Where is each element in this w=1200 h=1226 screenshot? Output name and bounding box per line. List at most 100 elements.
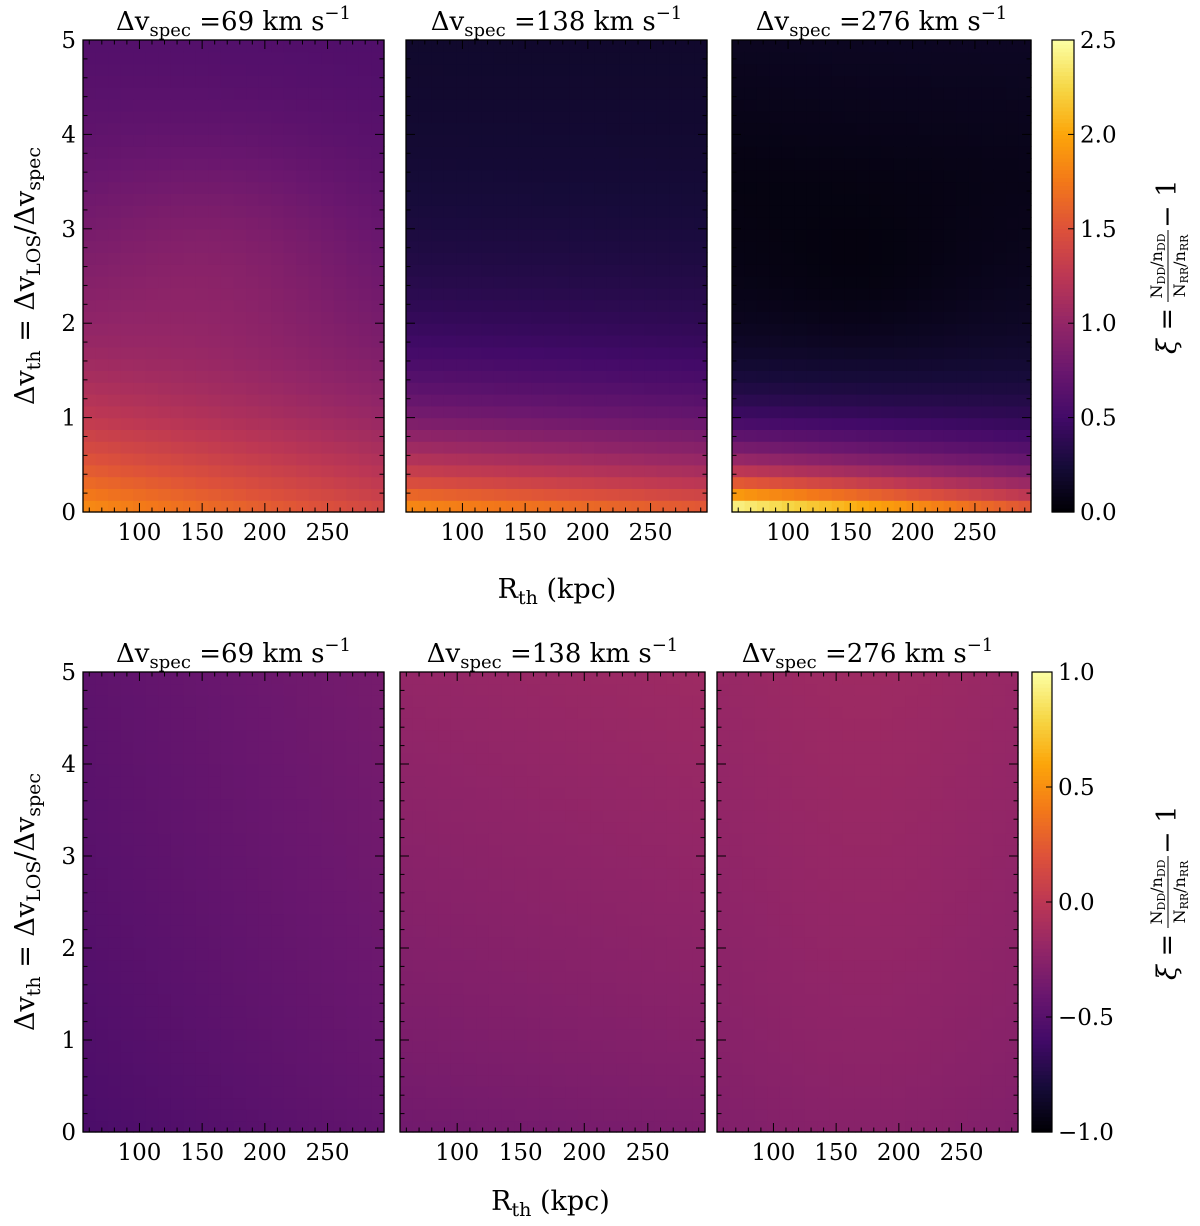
heatmap-cell	[271, 718, 285, 731]
heatmap-cell	[506, 429, 520, 442]
heatmap-cell	[450, 856, 465, 869]
heatmap-cell	[406, 51, 420, 65]
heatmap-cell	[258, 417, 272, 430]
heatmap-cell	[333, 1120, 347, 1133]
colorbar-step	[1052, 421, 1074, 427]
heatmap-cell	[539, 1086, 554, 1099]
heatmap-cell	[594, 252, 608, 265]
heatmap-cell	[400, 1028, 414, 1041]
heatmap-cell	[220, 122, 235, 135]
heatmap-cell	[594, 40, 608, 53]
heatmap-cell	[108, 51, 122, 65]
y-tick-label: 0	[61, 500, 76, 526]
heatmap-cell	[321, 810, 335, 823]
heatmap-cell	[1018, 134, 1032, 147]
heatmap-cell	[488, 1063, 503, 1076]
heatmap-cell	[539, 948, 554, 961]
heatmap-cell	[806, 110, 820, 124]
heatmap-cell	[493, 99, 507, 112]
heatmap-cell	[308, 169, 322, 183]
heatmap-cell	[656, 358, 670, 371]
colorbar-step	[1052, 327, 1074, 332]
heatmap-cell	[220, 441, 235, 454]
heatmap-cell	[158, 879, 172, 892]
heatmap-cell	[514, 718, 528, 731]
heatmap-cell	[732, 51, 746, 65]
heatmap-cell	[346, 1005, 360, 1018]
heatmap-cell	[443, 252, 457, 265]
heatmap-cell	[456, 488, 470, 501]
heatmap-cell	[145, 948, 159, 961]
heatmap-cell	[120, 683, 134, 696]
heatmap-cell	[271, 1074, 285, 1087]
heatmap-cell	[95, 1120, 109, 1133]
heatmap-cell	[145, 867, 159, 880]
heatmap-cell	[158, 264, 172, 277]
heatmap-cell	[619, 394, 633, 407]
heatmap-cell	[158, 110, 172, 124]
colorbar-step	[1052, 165, 1074, 171]
heatmap-cell	[321, 994, 335, 1007]
heatmap-cell	[565, 867, 579, 880]
heatmap-cell	[371, 1086, 385, 1099]
heatmap-cell	[333, 417, 347, 430]
heatmap-cell	[308, 1120, 322, 1133]
heatmap-cell	[108, 264, 122, 277]
heatmap-cell	[371, 370, 385, 383]
heatmap-cell	[594, 500, 608, 513]
heatmap-cell	[145, 63, 159, 76]
heatmap-cell	[543, 134, 558, 147]
heatmap-cell	[346, 982, 360, 995]
heatmap-cell	[806, 146, 820, 159]
heatmap-cell	[831, 405, 845, 419]
heatmap-cell	[418, 217, 432, 230]
heatmap-cell	[993, 40, 1007, 53]
colorbar-step	[1052, 382, 1074, 387]
heatmap-cell	[371, 959, 385, 972]
heatmap-cell	[170, 323, 184, 336]
heatmap-cell	[644, 217, 658, 230]
heatmap-cell	[145, 833, 159, 846]
heatmap-cell	[781, 51, 795, 65]
heatmap-cell	[333, 370, 347, 383]
heatmap-cell	[195, 240, 210, 253]
heatmap-cell	[893, 276, 908, 289]
heatmap-cell	[501, 1040, 515, 1053]
heatmap-cell	[431, 500, 445, 513]
heatmap-cell	[412, 1086, 427, 1099]
heatmap-cell	[296, 1074, 310, 1087]
x-tick-label: 150	[503, 520, 547, 546]
heatmap-cell	[208, 1028, 222, 1041]
heatmap-cell	[258, 821, 272, 834]
x-tick-label: 100	[117, 520, 161, 546]
heatmap-cell	[271, 890, 285, 903]
heatmap-cell	[476, 890, 490, 903]
heatmap-cell	[781, 228, 795, 242]
heatmap-cell	[968, 228, 982, 242]
heatmap-cell	[606, 276, 620, 289]
heatmap-cell	[308, 500, 322, 513]
heatmap-cell	[358, 429, 373, 442]
heatmap-cell	[333, 833, 347, 846]
heatmap-cell	[308, 323, 322, 336]
heatmap-cell	[195, 994, 210, 1007]
heatmap-cell	[195, 453, 210, 466]
heatmap-cell	[543, 441, 558, 454]
heatmap-cell	[956, 476, 970, 489]
heatmap-cell	[443, 476, 457, 489]
heatmap-cell	[669, 146, 683, 159]
heatmap-cell	[418, 158, 432, 171]
heatmap-cell	[170, 382, 184, 395]
heatmap-cell	[195, 787, 210, 800]
heatmap-cell	[844, 323, 858, 336]
heatmap-cell	[1018, 252, 1032, 265]
heatmap-cell	[806, 429, 820, 442]
heatmap-cell	[95, 867, 109, 880]
heatmap-cell	[514, 844, 528, 857]
heatmap-cell	[208, 1005, 222, 1018]
heatmap-cell	[208, 358, 222, 371]
heatmap-cell	[412, 925, 427, 938]
heatmap-cell	[95, 287, 109, 301]
heatmap-cell	[1006, 276, 1020, 289]
heatmap-cell	[406, 205, 420, 218]
